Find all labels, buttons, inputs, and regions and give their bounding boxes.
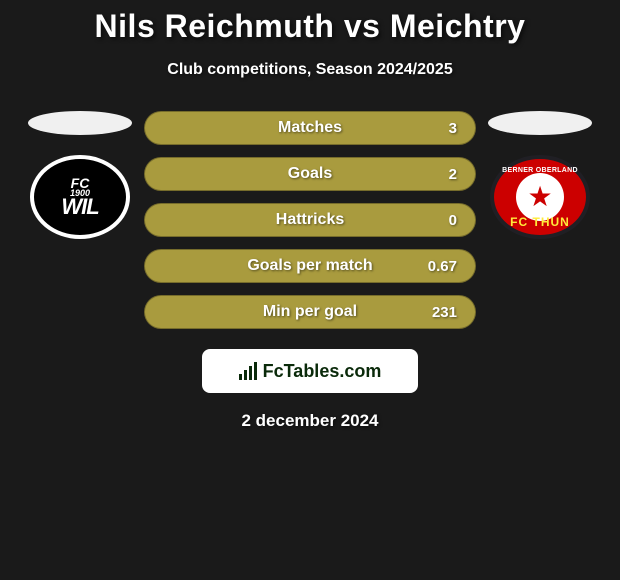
star-icon: ★ — [527, 183, 552, 211]
left-club-main: WIL — [61, 196, 98, 218]
stat-right-value: 3 — [427, 120, 457, 137]
comparison-card: Nils Reichmuth vs Meichtry Club competit… — [0, 0, 620, 431]
left-player-photo-placeholder — [28, 111, 132, 135]
stat-label: Goals — [288, 165, 332, 183]
right-club-badge: BERNER OBERLAND ★ FC THUN — [490, 155, 590, 239]
right-player-photo-placeholder — [488, 111, 592, 135]
stat-label: Min per goal — [263, 303, 357, 321]
page-title: Nils Reichmuth vs Meichtry — [0, 8, 620, 45]
left-club-badge: FC 1900 WIL — [30, 155, 130, 239]
stat-right-value: 2 — [427, 166, 457, 183]
stat-right-value: 0 — [427, 212, 457, 229]
left-club-label: FC 1900 WIL — [61, 176, 98, 218]
stat-bar: . Hattricks 0 — [144, 203, 476, 237]
left-player-col: FC 1900 WIL — [20, 111, 140, 239]
main-row: FC 1900 WIL . Matches 3 . Goals 2 . Hatt… — [0, 111, 620, 341]
stat-bar: . Goals per match 0.67 — [144, 249, 476, 283]
stats-column: . Matches 3 . Goals 2 . Hattricks 0 . Go… — [140, 111, 480, 341]
subtitle: Club competitions, Season 2024/2025 — [0, 61, 620, 79]
stat-label: Matches — [278, 119, 342, 137]
stat-label: Hattricks — [276, 211, 344, 229]
stat-right-value: 0.67 — [427, 258, 457, 275]
bar-chart-icon — [239, 362, 257, 380]
stat-label: Goals per match — [247, 257, 372, 275]
stat-right-value: 231 — [427, 304, 457, 321]
right-club-center: ★ — [516, 173, 564, 221]
stat-bar: . Min per goal 231 — [144, 295, 476, 329]
stat-bar: . Matches 3 — [144, 111, 476, 145]
right-club-main: FC THUN — [510, 215, 570, 229]
stat-bar: . Goals 2 — [144, 157, 476, 191]
date-text: 2 december 2024 — [0, 411, 620, 431]
brand-badge[interactable]: FcTables.com — [202, 349, 418, 393]
right-player-col: BERNER OBERLAND ★ FC THUN — [480, 111, 600, 239]
brand-text: FcTables.com — [263, 361, 382, 382]
